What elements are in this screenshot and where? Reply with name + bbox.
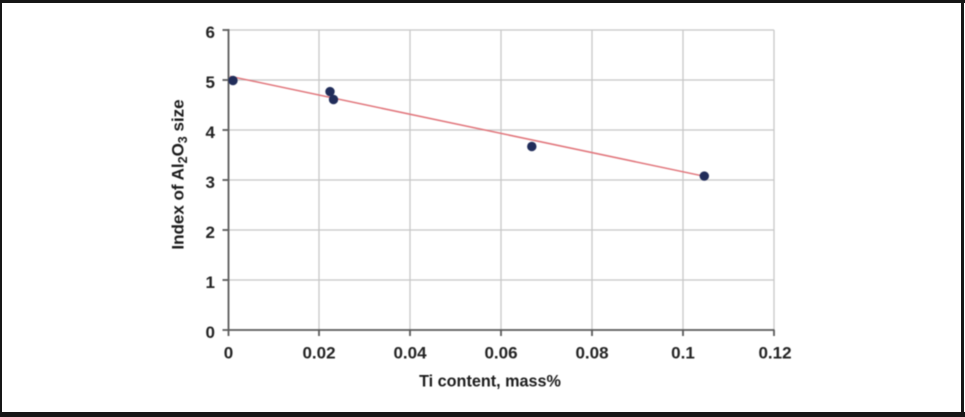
svg-text:4: 4 (206, 123, 216, 142)
svg-text:Ti content, mass%: Ti content, mass% (419, 373, 561, 391)
svg-text:0.02: 0.02 (302, 344, 335, 363)
svg-text:0.04: 0.04 (393, 344, 427, 363)
svg-text:0: 0 (206, 323, 215, 342)
svg-text:1: 1 (206, 273, 215, 292)
svg-text:6: 6 (206, 23, 215, 42)
svg-text:0.1: 0.1 (671, 344, 695, 363)
svg-text:2: 2 (206, 223, 215, 242)
svg-text:3: 3 (206, 173, 215, 192)
svg-text:0.12: 0.12 (758, 344, 791, 363)
svg-text:5: 5 (206, 73, 215, 92)
svg-text:0.06: 0.06 (484, 344, 517, 363)
svg-text:0: 0 (224, 344, 233, 363)
svg-text:Index of Al2O3 size: Index of Al2O3 size (169, 99, 191, 249)
svg-text:0.08: 0.08 (575, 344, 608, 363)
